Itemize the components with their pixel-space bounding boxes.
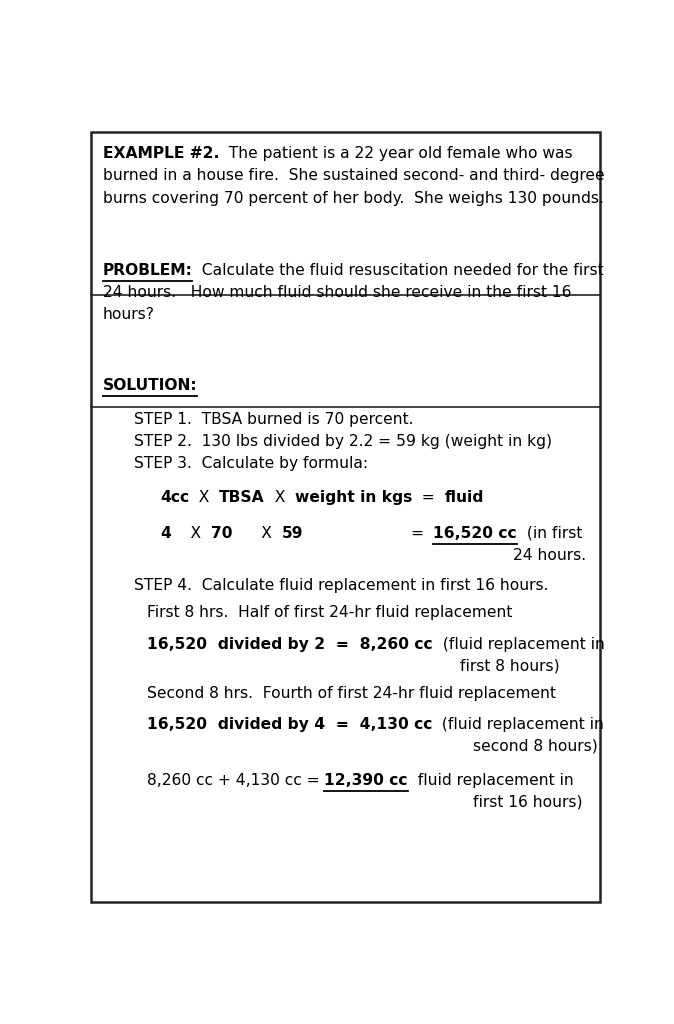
Text: 16,520 cc: 16,520 cc bbox=[433, 525, 517, 541]
Text: 70: 70 bbox=[211, 525, 233, 541]
Text: The patient is a 22 year old female who was: The patient is a 22 year old female who … bbox=[219, 146, 573, 162]
Text: (in first: (in first bbox=[517, 525, 582, 541]
Text: =: = bbox=[412, 490, 445, 505]
Text: first 16 hours): first 16 hours) bbox=[473, 795, 583, 810]
Text: 59: 59 bbox=[282, 525, 303, 541]
Text: STEP 1.  TBSA burned is 70 percent.: STEP 1. TBSA burned is 70 percent. bbox=[134, 412, 413, 427]
Text: =: = bbox=[410, 525, 433, 541]
Text: hours?: hours? bbox=[102, 307, 154, 323]
Text: Calculate the fluid resuscitation needed for the first: Calculate the fluid resuscitation needed… bbox=[192, 263, 604, 279]
Text: EXAMPLE #2.: EXAMPLE #2. bbox=[102, 146, 219, 162]
Text: (fluid replacement in: (fluid replacement in bbox=[433, 637, 605, 652]
Text: burns covering 70 percent of her body.  She weighs 130 pounds.: burns covering 70 percent of her body. S… bbox=[102, 190, 603, 206]
Text: STEP 3.  Calculate by formula:: STEP 3. Calculate by formula: bbox=[134, 457, 368, 471]
Text: PROBLEM:: PROBLEM: bbox=[102, 263, 192, 279]
Text: STEP 4.  Calculate fluid replacement in first 16 hours.: STEP 4. Calculate fluid replacement in f… bbox=[134, 578, 549, 593]
Text: fluid replacement in: fluid replacement in bbox=[408, 773, 574, 788]
Text: 8,260 cc + 4,130 cc =: 8,260 cc + 4,130 cc = bbox=[147, 773, 324, 788]
Text: 4: 4 bbox=[160, 525, 171, 541]
Text: 16,520  divided by 2  =  8,260 cc: 16,520 divided by 2 = 8,260 cc bbox=[147, 637, 433, 652]
Text: second 8 hours): second 8 hours) bbox=[473, 738, 598, 754]
Text: fluid: fluid bbox=[445, 490, 484, 505]
Text: 24 hours.   How much fluid should she receive in the first 16: 24 hours. How much fluid should she rece… bbox=[102, 285, 571, 300]
Text: STEP 2.  130 lbs divided by 2.2 = 59 kg (weight in kg): STEP 2. 130 lbs divided by 2.2 = 59 kg (… bbox=[134, 434, 552, 450]
Text: TBSA: TBSA bbox=[219, 490, 265, 505]
Text: First 8 hrs.  Half of first 24-hr fluid replacement: First 8 hrs. Half of first 24-hr fluid r… bbox=[147, 605, 512, 621]
Text: 24 hours.: 24 hours. bbox=[513, 548, 586, 563]
Text: X: X bbox=[171, 525, 211, 541]
Text: Second 8 hrs.  Fourth of first 24-hr fluid replacement: Second 8 hrs. Fourth of first 24-hr flui… bbox=[147, 686, 556, 700]
Text: SOLUTION:: SOLUTION: bbox=[102, 378, 197, 393]
Text: first 8 hours): first 8 hours) bbox=[460, 658, 560, 673]
Text: burned in a house fire.  She sustained second- and third- degree: burned in a house fire. She sustained se… bbox=[102, 168, 604, 183]
Text: weight in kgs: weight in kgs bbox=[295, 490, 412, 505]
Text: 4cc: 4cc bbox=[160, 490, 189, 505]
Text: X: X bbox=[189, 490, 219, 505]
Text: 16,520  divided by 4  =  4,130 cc: 16,520 divided by 4 = 4,130 cc bbox=[147, 717, 432, 732]
Text: (fluid replacement in: (fluid replacement in bbox=[432, 717, 604, 732]
Text: X: X bbox=[233, 525, 282, 541]
Text: X: X bbox=[265, 490, 295, 505]
Text: 12,390 cc: 12,390 cc bbox=[324, 773, 408, 788]
